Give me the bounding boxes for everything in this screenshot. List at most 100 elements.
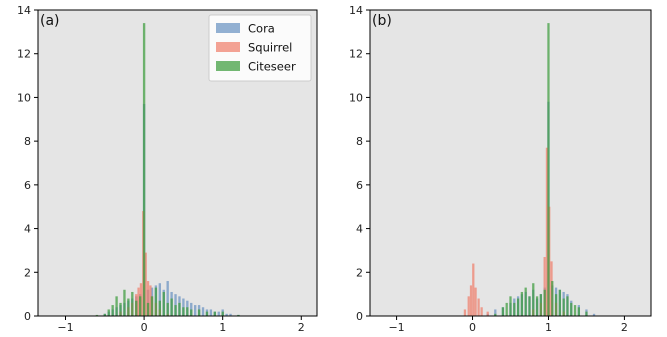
bar-citeseer (103, 313, 106, 316)
bar-citeseer (166, 302, 169, 316)
legend-label-cora: Cora (248, 22, 275, 36)
bar-citeseer (138, 296, 142, 316)
bar-citeseer (142, 23, 146, 317)
x-tick-label: −1 (57, 321, 73, 334)
bar-cora (158, 283, 161, 316)
bar-citeseer (573, 305, 577, 316)
bar-citeseer (119, 302, 122, 316)
bar-cora (229, 313, 232, 316)
bar-citeseer (205, 311, 209, 316)
panel-label: (a) (40, 13, 60, 29)
y-tick-label: 2 (356, 266, 363, 279)
x-tick-label: 0 (141, 321, 148, 334)
bar-citeseer (566, 296, 569, 316)
bar-squirrel (474, 287, 477, 316)
plot-area (370, 10, 651, 316)
bar-citeseer (150, 296, 154, 316)
bar-squirrel (545, 147, 549, 316)
bar-citeseer (131, 291, 134, 316)
bar-citeseer (577, 307, 580, 316)
bar-citeseer (170, 298, 173, 316)
bar-cora (182, 298, 185, 316)
bar-squirrel (467, 296, 470, 316)
bar-cora (225, 313, 228, 316)
bar-cora (166, 281, 169, 316)
series-citeseer (95, 23, 240, 317)
y-tick-label: 14 (349, 4, 363, 17)
legend: Cora Squirrel Citeseer (208, 14, 312, 82)
bar-citeseer (174, 305, 177, 316)
bar-squirrel (480, 307, 483, 316)
bar-squirrel (149, 285, 152, 316)
bar-cora (201, 307, 205, 316)
bar-squirrel (477, 298, 480, 316)
bar-citeseer (543, 289, 546, 316)
bar-citeseer (513, 302, 516, 316)
bar-citeseer (107, 309, 110, 316)
legend-label-citeseer: Citeseer (248, 60, 296, 74)
bar-citeseer (115, 296, 118, 316)
plot-frame (369, 9, 652, 317)
y-tick-label: 14 (17, 4, 31, 17)
bar-citeseer (111, 305, 114, 316)
bar-citeseer (509, 296, 512, 316)
y-tick-label: 10 (349, 91, 363, 104)
x-tick-label: 1 (545, 321, 552, 334)
series-citeseer (494, 23, 588, 317)
legend-swatch-citeseer (216, 61, 240, 71)
y-tick-label: 4 (356, 223, 363, 236)
bar-citeseer (197, 309, 201, 316)
y-tick-label: 8 (24, 135, 31, 148)
bar-citeseer (186, 307, 189, 316)
bar-citeseer (213, 311, 217, 316)
bar-squirrel (469, 285, 473, 316)
bar-citeseer (528, 296, 531, 316)
bar-cora (592, 313, 596, 316)
bar-citeseer (554, 294, 558, 316)
x-tick-label: 2 (298, 321, 305, 334)
bar-cora (209, 309, 213, 316)
panel-label: (b) (372, 13, 392, 29)
bar-citeseer (190, 309, 193, 316)
bar-squirrel (137, 287, 140, 316)
bar-squirrel (146, 281, 150, 316)
bar-citeseer (558, 289, 562, 316)
bar-squirrel (144, 252, 147, 316)
bar-citeseer (520, 291, 524, 316)
bar-squirrel (486, 311, 489, 316)
bar-citeseer (562, 298, 565, 316)
bar-citeseer (127, 298, 130, 316)
bar-citeseer (539, 294, 543, 316)
y-tick-label: 6 (356, 179, 363, 192)
bar-citeseer (182, 307, 185, 316)
x-tick-label: −1 (388, 321, 404, 334)
y-tick-label: 0 (356, 310, 363, 323)
y-tick-label: 12 (17, 48, 31, 61)
legend-swatch-cora (216, 23, 240, 33)
bar-citeseer (516, 298, 520, 316)
y-tick-label: 0 (24, 310, 31, 323)
x-tick-label: 2 (621, 321, 628, 334)
bar-citeseer (95, 314, 99, 316)
bar-citeseer (221, 311, 224, 316)
bar-cora (494, 309, 497, 316)
x-tick-label: 0 (469, 321, 476, 334)
bar-citeseer (551, 281, 554, 316)
bar-citeseer (494, 313, 497, 316)
bar-citeseer (158, 300, 161, 316)
bar-cora (217, 311, 220, 316)
plot-frame (37, 9, 318, 317)
legend-swatch-squirrel (216, 42, 240, 52)
y-tick-label: 4 (24, 223, 31, 236)
y-tick-label: 8 (356, 135, 363, 148)
bar-squirrel (543, 256, 546, 316)
bar-squirrel (463, 309, 467, 316)
bar-citeseer (237, 314, 240, 316)
y-tick-label: 2 (24, 266, 31, 279)
bar-citeseer (532, 283, 535, 316)
x-tick-label: 1 (219, 321, 226, 334)
bar-citeseer (501, 307, 505, 316)
